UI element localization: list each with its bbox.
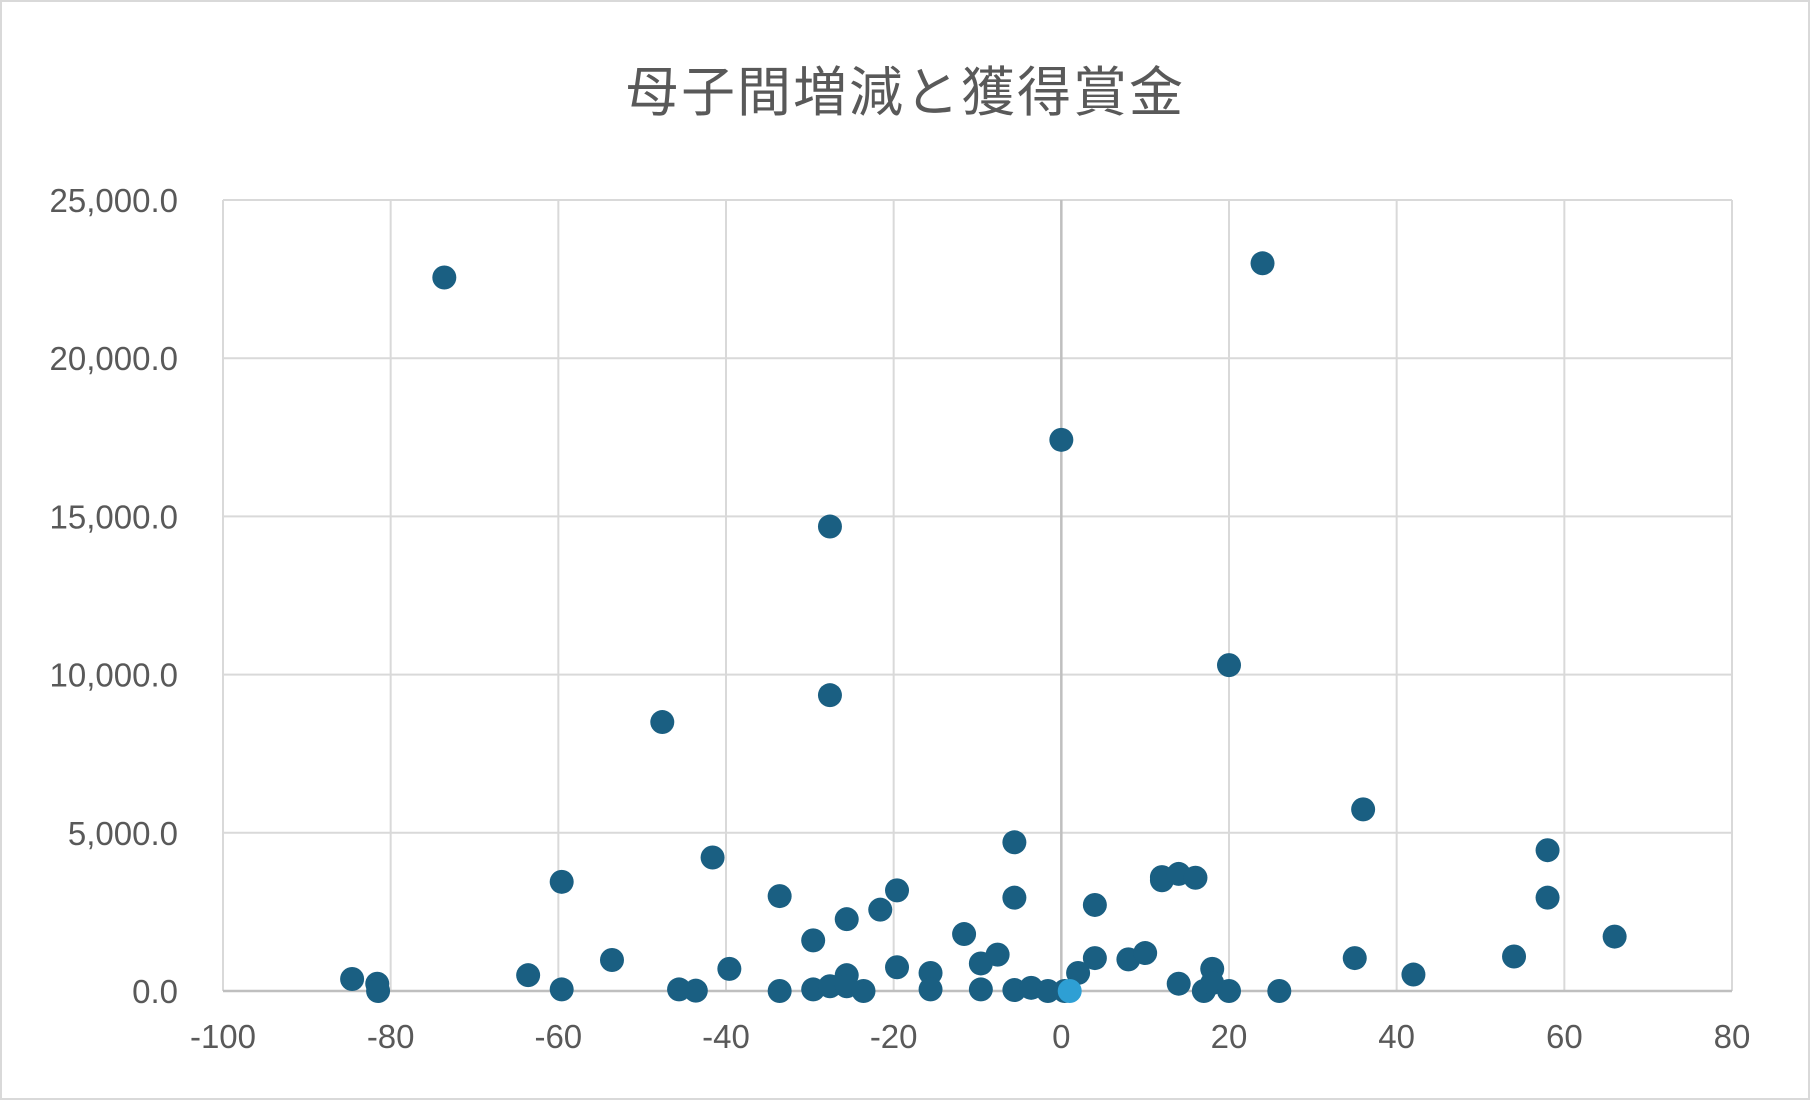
- data-point: [516, 963, 541, 988]
- data-point: [1535, 885, 1560, 910]
- data-point: [801, 928, 826, 953]
- highlighted-data-point: [1057, 979, 1082, 1003]
- x-tick-label: 20: [1211, 1018, 1248, 1055]
- x-tick-label: 0: [1052, 1018, 1070, 1055]
- data-point: [918, 960, 943, 985]
- data-point: [1002, 830, 1027, 855]
- data-point: [717, 956, 742, 981]
- data-point: [1133, 941, 1158, 966]
- data-point: [968, 977, 993, 1002]
- data-point: [1082, 892, 1107, 917]
- data-point: [683, 978, 708, 1003]
- x-tick-label: -100: [190, 1018, 256, 1055]
- x-tick-label: -40: [702, 1018, 750, 1055]
- data-point: [1082, 946, 1107, 971]
- data-point: [1401, 962, 1426, 987]
- data-point: [549, 977, 574, 1002]
- data-point: [1049, 427, 1074, 452]
- grid-lines: [222, 199, 1733, 992]
- data-point: [549, 869, 574, 894]
- data-point: [1250, 251, 1275, 276]
- x-tick-label: -80: [367, 1018, 415, 1055]
- data-point: [650, 710, 675, 735]
- data-point: [1351, 797, 1376, 822]
- x-tick-label: -20: [870, 1018, 918, 1055]
- data-points: [340, 251, 1627, 1003]
- data-point: [851, 979, 876, 1003]
- axes: [223, 200, 1732, 993]
- data-point: [1217, 979, 1241, 1003]
- x-tick-label: 80: [1714, 1018, 1751, 1055]
- data-point: [366, 979, 391, 1003]
- x-tick-label: -60: [534, 1018, 582, 1055]
- data-point: [817, 514, 842, 539]
- data-point: [700, 845, 725, 870]
- data-point: [767, 884, 792, 909]
- data-point: [1217, 653, 1241, 678]
- y-tick-label: 0.0: [132, 973, 178, 1010]
- data-point: [834, 907, 859, 932]
- y-tick-label: 5,000.0: [68, 815, 178, 852]
- x-axis-ticks: -100 -80 -60 -40 -20 0 20 40 60 80: [190, 1018, 1750, 1055]
- y-tick-label: 20,000.0: [50, 340, 178, 377]
- data-point: [885, 955, 910, 980]
- x-tick-label: 60: [1546, 1018, 1583, 1055]
- data-point: [918, 977, 943, 1002]
- data-point: [952, 922, 977, 947]
- data-point: [1166, 971, 1191, 996]
- data-point: [1502, 944, 1527, 969]
- data-point: [885, 878, 910, 903]
- data-point: [1066, 960, 1091, 985]
- y-axis-ticks: 0.0 5,000.0 10,000.0 15,000.0 20,000.0 25,000…: [50, 182, 178, 1010]
- data-point: [1535, 838, 1560, 863]
- chart-title: 母子間増減と獲得賞金: [625, 61, 1185, 124]
- data-point: [767, 979, 792, 1003]
- x-tick-label: 40: [1378, 1018, 1415, 1055]
- data-point: [868, 897, 893, 922]
- data-point: [985, 942, 1010, 967]
- data-point: [340, 966, 365, 991]
- data-point: [817, 683, 842, 708]
- y-tick-label: 10,000.0: [50, 657, 178, 694]
- data-point: [432, 265, 457, 290]
- data-point: [1183, 865, 1208, 890]
- y-tick-label: 15,000.0: [50, 498, 178, 535]
- y-tick-label: 25,000.0: [50, 182, 178, 219]
- data-point: [599, 947, 624, 972]
- data-point: [1267, 979, 1292, 1003]
- data-point: [1342, 946, 1367, 971]
- data-point: [1602, 924, 1627, 949]
- data-point: [1035, 979, 1060, 1003]
- data-point: [1002, 885, 1027, 910]
